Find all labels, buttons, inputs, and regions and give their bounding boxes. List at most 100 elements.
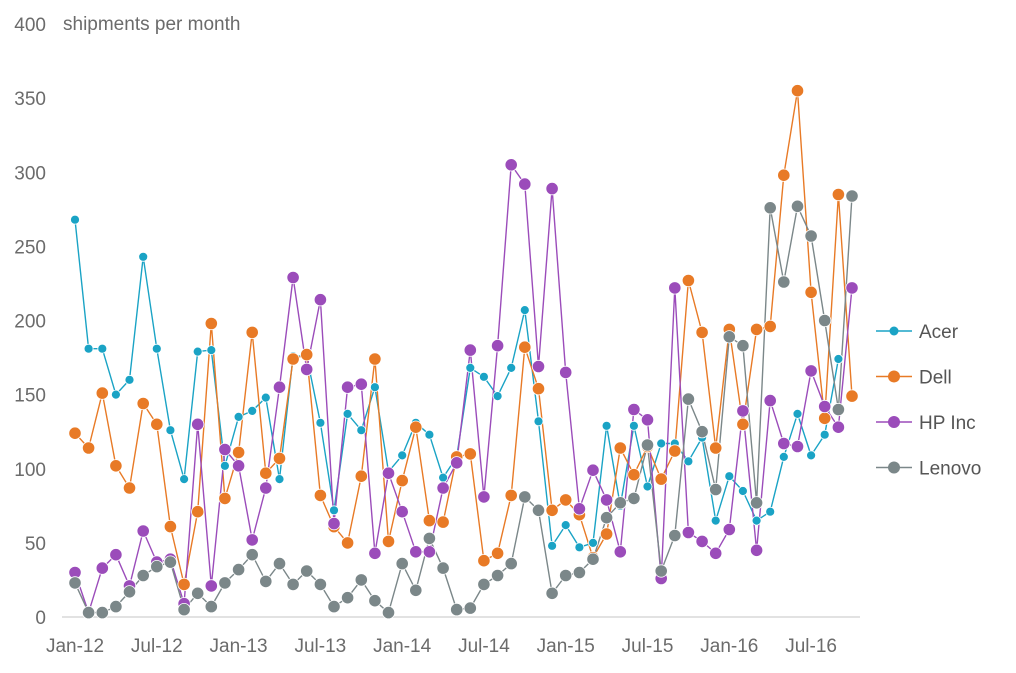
data-point-dell [82,441,96,455]
data-point-hp-inc [599,493,614,507]
data-point-lenovo [463,601,477,615]
data-point-dell [122,481,137,495]
legend: Acer Dell HP Inc Lenovo [876,322,981,480]
data-point-dell [504,488,518,502]
data-point-lenovo [681,392,696,406]
data-point-acer [356,425,367,436]
data-point-acer [274,474,285,485]
data-point-dell [259,466,273,480]
data-point-acer [519,305,530,316]
data-point-acer [233,411,244,422]
data-point-hp-inc [109,548,123,562]
data-point-hp-inc [286,270,300,285]
data-point-hp-inc [572,502,587,516]
data-point-acer [806,450,816,461]
y-tick-label: 100 [14,460,46,481]
data-point-lenovo [518,490,532,504]
data-point-hp-inc [300,362,314,376]
data-point-lenovo [531,503,546,517]
data-point-dell [150,417,164,431]
data-point-lenovo [490,568,505,583]
data-point-dell [531,382,546,396]
data-point-dell [749,322,764,336]
data-point-dell [368,352,382,366]
data-point-acer [111,389,121,400]
data-point-hp-inc [354,377,368,391]
legend-item-dell: Dell [876,368,952,389]
x-tick-label: Jan-12 [46,636,104,657]
data-point-lenovo [572,565,587,580]
data-point-lenovo [818,313,832,328]
data-point-acer [438,472,449,483]
data-point-hp-inc [313,293,327,307]
data-point-lenovo [436,561,450,575]
x-tick-label: Jan-13 [210,636,268,657]
data-point-dell [204,316,218,331]
data-point-lenovo [640,438,655,452]
data-point-acer [506,362,517,373]
data-point-acer [83,343,94,354]
data-point-hp-inc [136,524,150,538]
data-point-dell [627,468,641,482]
data-point-hp-inc [191,417,205,431]
data-point-lenovo [259,574,273,589]
data-point-dell [218,491,232,505]
data-point-acer [342,408,353,419]
data-point-lenovo [654,564,668,578]
data-point-lenovo [586,552,600,566]
x-tick-label: Jul-16 [785,636,837,657]
data-point-hp-inc [245,533,259,547]
data-point-acer [642,481,653,492]
data-point-lenovo [354,573,368,587]
data-point-lenovo [668,528,682,543]
data-point-lenovo [763,201,777,215]
x-tick-label: Jan-14 [373,636,432,657]
data-point-acer [710,515,721,526]
y-tick-label: 350 [14,89,46,110]
y-tick-label: 0 [35,608,46,629]
y-axis-ticks: 0 50 100 150 200 250 300 350 400 [14,15,46,629]
data-point-hp-inc [381,466,396,480]
data-point-dell [136,396,150,411]
data-point-dell [422,513,436,528]
data-point-dell [313,488,327,502]
data-point-acer [179,474,190,485]
data-point-lenovo [613,496,627,510]
x-axis-ticks: Jan-12 Jul-12 Jan-13 Jul-13 Jan-14 Jul-14 Jan-… [46,636,837,657]
legend-item-hp-inc: HP Inc [876,413,976,434]
data-point-lenovo [191,586,205,600]
data-point-dell [436,515,450,529]
data-point-dell [777,168,791,182]
data-point-hp-inc [586,463,600,477]
series-line-hp-inc [74,164,853,614]
data-point-hp-inc [204,579,218,593]
data-point-dell [804,285,818,299]
data-point-hp-inc [668,281,682,295]
y-tick-label: 150 [14,386,46,407]
data-point-dell [559,493,573,507]
y-tick-label: 250 [14,237,46,258]
data-point-dell [668,444,682,458]
series-lines [74,89,853,614]
data-point-lenovo [395,556,409,571]
data-point-hp-inc [790,439,805,454]
data-point-lenovo [545,586,559,600]
data-point-dell [790,84,805,98]
data-point-dell [709,441,723,455]
data-point-hp-inc [477,490,491,504]
data-point-acer [70,214,80,225]
data-point-dell [354,469,368,483]
data-point-acer [260,392,271,403]
data-point-acer [97,343,108,354]
data-point-hp-inc [368,546,382,560]
x-tick-label: Jan-16 [700,636,758,657]
data-point-dell [831,187,846,202]
data-point-dell [68,426,82,440]
data-point-acer [724,471,735,482]
data-point-hp-inc [340,380,355,394]
data-point-hp-inc [818,399,832,414]
data-point-acer [219,460,230,471]
data-point-acer [833,354,844,364]
data-point-dell [163,519,177,534]
